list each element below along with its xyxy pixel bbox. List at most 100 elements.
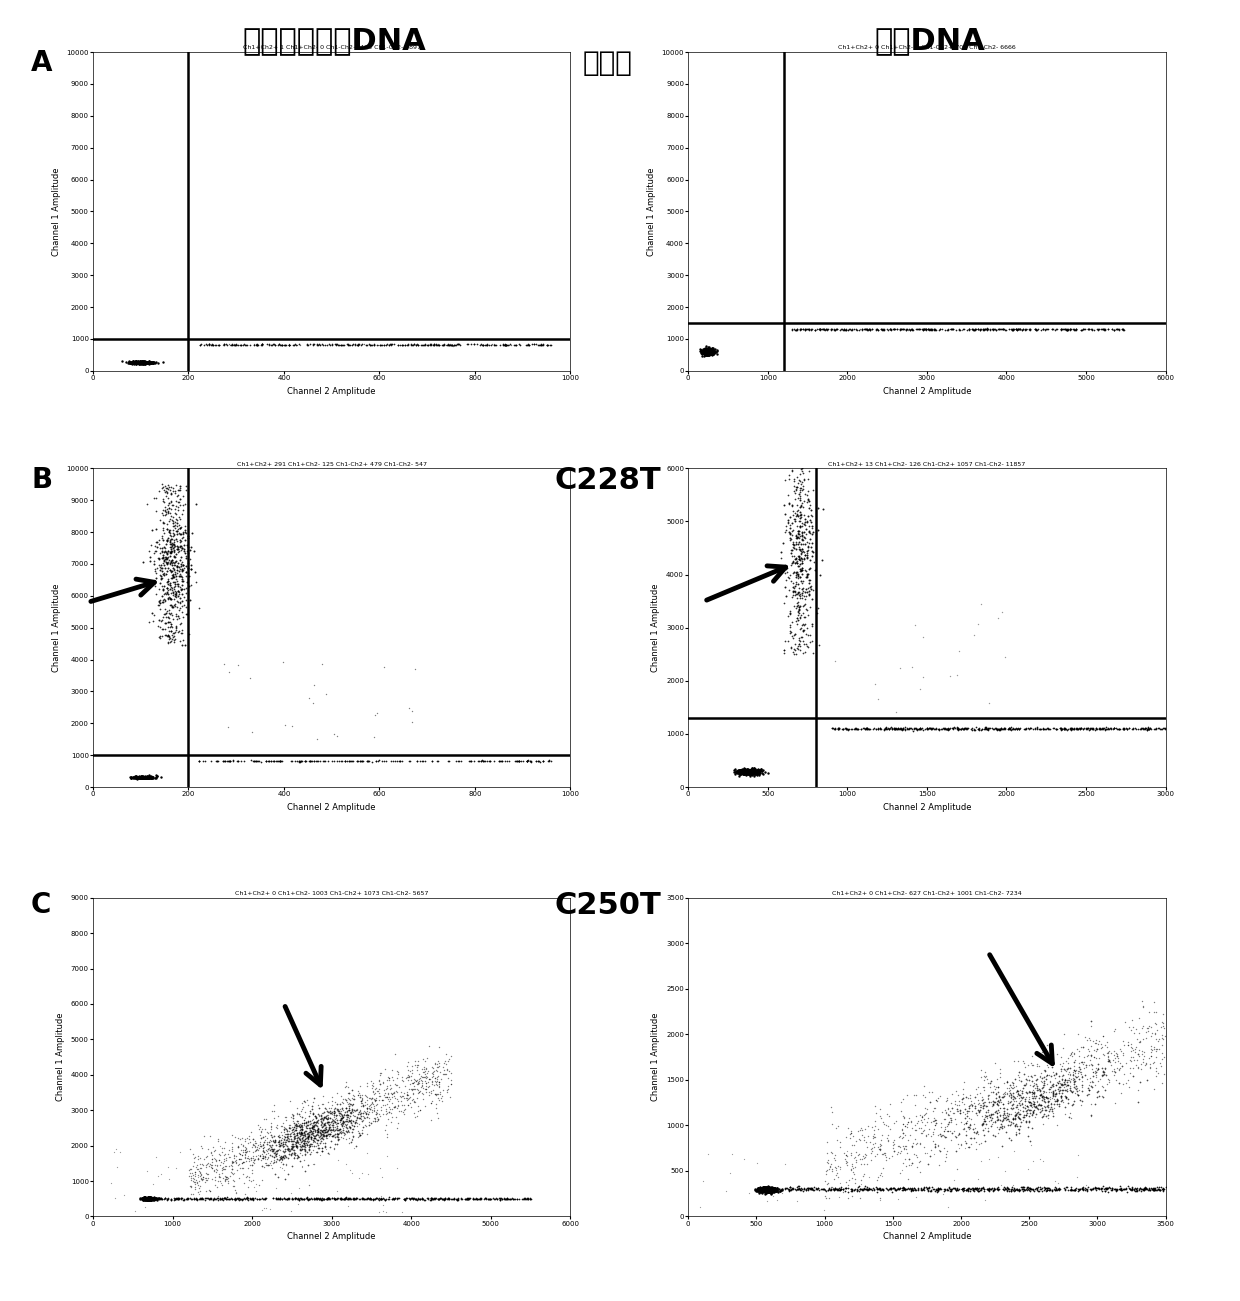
Point	[697, 342, 717, 363]
Point	[828, 1115, 848, 1136]
Point	[324, 1188, 343, 1209]
Point	[1149, 718, 1169, 739]
Point	[176, 596, 196, 617]
Point	[150, 548, 170, 569]
Point	[763, 1181, 782, 1202]
Point	[751, 1181, 771, 1202]
Point	[518, 1189, 538, 1210]
Point	[281, 1121, 301, 1142]
Point	[294, 1123, 314, 1144]
Point	[990, 1110, 1009, 1131]
Point	[407, 751, 427, 771]
Point	[404, 1188, 424, 1209]
Point	[1075, 1066, 1095, 1086]
Point	[1035, 1086, 1055, 1107]
Point	[785, 623, 805, 644]
Point	[398, 1067, 418, 1088]
Point	[345, 334, 365, 355]
Point	[784, 1179, 804, 1200]
Point	[988, 319, 1008, 340]
Point	[200, 1189, 219, 1210]
Point	[698, 338, 718, 359]
Point	[376, 1086, 396, 1107]
Point	[787, 476, 807, 497]
Point	[138, 1189, 157, 1210]
Point	[759, 1179, 779, 1200]
Point	[1047, 718, 1066, 739]
Point	[270, 751, 290, 771]
Point	[1135, 1055, 1154, 1076]
Point	[1075, 1177, 1095, 1198]
Point	[1081, 1106, 1101, 1127]
Point	[703, 341, 723, 362]
Point	[856, 1144, 875, 1164]
Point	[394, 1189, 414, 1210]
Point	[698, 341, 718, 362]
Point	[994, 718, 1014, 739]
Point	[935, 1119, 955, 1140]
Point	[699, 340, 719, 360]
Point	[133, 766, 153, 787]
Point	[698, 342, 718, 363]
Point	[283, 1133, 303, 1154]
Point	[732, 761, 751, 782]
Point	[126, 351, 146, 372]
Point	[701, 340, 720, 360]
Point	[1034, 718, 1054, 739]
Point	[124, 768, 144, 788]
Point	[786, 527, 806, 548]
Point	[887, 1180, 906, 1201]
Point	[343, 1106, 363, 1127]
Point	[243, 1146, 263, 1167]
Point	[784, 481, 804, 502]
Point	[243, 1189, 263, 1210]
Point	[379, 1101, 399, 1121]
Point	[985, 1125, 1004, 1146]
Point	[815, 1187, 835, 1207]
Point	[784, 319, 804, 340]
Point	[1003, 1097, 1023, 1118]
Point	[976, 718, 996, 739]
Point	[987, 1110, 1007, 1131]
Point	[1037, 1066, 1056, 1086]
Point	[906, 1157, 926, 1177]
Point	[159, 1189, 179, 1210]
Point	[193, 1166, 213, 1187]
Point	[880, 319, 900, 340]
Point	[734, 758, 754, 779]
Point	[702, 343, 722, 364]
Point	[413, 1049, 433, 1069]
Point	[1008, 1097, 1028, 1118]
Point	[740, 760, 760, 781]
Point	[325, 1102, 345, 1123]
Point	[304, 1116, 324, 1137]
Point	[140, 1189, 160, 1210]
Point	[1033, 1081, 1053, 1102]
Point	[761, 1179, 781, 1200]
Point	[176, 548, 196, 569]
Point	[134, 1189, 154, 1210]
Point	[136, 353, 156, 373]
Point	[740, 765, 760, 786]
Point	[694, 338, 714, 359]
Point	[1050, 1076, 1070, 1097]
Point	[1043, 1062, 1063, 1082]
Point	[360, 1188, 379, 1209]
Point	[733, 758, 753, 779]
Point	[785, 488, 805, 509]
Point	[365, 334, 384, 355]
Point	[246, 1146, 265, 1167]
Point	[696, 338, 715, 359]
Point	[730, 761, 750, 782]
Point	[181, 549, 201, 570]
Point	[299, 1175, 319, 1196]
Point	[1100, 718, 1120, 739]
Point	[161, 492, 181, 513]
Point	[1087, 1039, 1107, 1060]
Point	[179, 1188, 198, 1209]
Point	[135, 353, 155, 373]
Point	[873, 319, 893, 340]
Point	[325, 1127, 345, 1147]
Point	[398, 334, 418, 355]
Point	[913, 319, 932, 340]
